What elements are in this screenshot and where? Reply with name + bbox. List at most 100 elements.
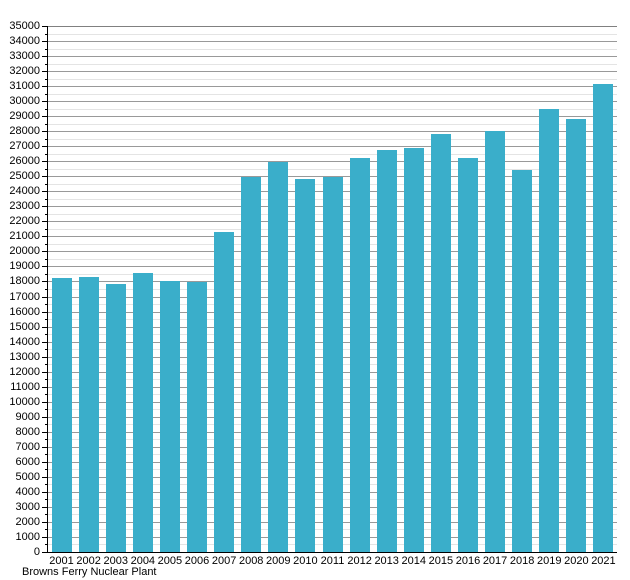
gridline-major [48, 116, 617, 118]
y-tick-major [42, 41, 48, 43]
y-tick-major [42, 461, 48, 463]
y-axis-label: 22000 [9, 215, 40, 228]
y-tick-minor [45, 304, 48, 306]
y-axis-label: 19000 [9, 260, 40, 273]
y-tick-minor [45, 379, 48, 381]
bar-2005 [159, 280, 180, 552]
gridline-minor [48, 63, 617, 65]
chart-footer-label: Browns Ferry Nuclear Plant [22, 566, 157, 578]
bar-2010 [295, 178, 316, 552]
gridline-major [48, 71, 617, 73]
y-axis-label: 28000 [9, 125, 40, 138]
bar-2018 [512, 170, 533, 552]
y-tick-minor [45, 334, 48, 336]
y-tick-major [42, 506, 48, 508]
bar-2020 [566, 119, 587, 552]
gridline-major [48, 56, 617, 58]
y-tick-minor [45, 409, 48, 411]
y-tick-minor [45, 78, 48, 80]
y-tick-minor [45, 273, 48, 275]
x-axis-label: 2001 [49, 555, 74, 567]
y-tick-minor [45, 439, 48, 441]
y-tick-major [42, 281, 48, 283]
y-tick-major [42, 26, 48, 27]
y-tick-major [42, 371, 48, 373]
y-axis-label: 12000 [9, 365, 40, 378]
y-tick-major [42, 101, 48, 103]
y-axis-label: 17000 [9, 290, 40, 303]
x-axis-label: 2009 [266, 555, 291, 567]
x-axis-label: 2018 [509, 555, 535, 567]
bar-2002 [78, 276, 99, 552]
y-tick-major [42, 191, 48, 193]
bar-2015 [430, 134, 451, 552]
x-axis-label: 2004 [130, 555, 156, 567]
gridline-major [48, 101, 617, 103]
y-axis-label: 7000 [15, 440, 40, 453]
y-axis-label: 10000 [9, 395, 40, 408]
y-tick-minor [45, 394, 48, 396]
y-axis-label: 33000 [9, 50, 40, 63]
y-axis-label: 23000 [9, 200, 40, 213]
y-tick-major [42, 386, 48, 388]
y-tick-major [42, 116, 48, 118]
bar-2001 [51, 277, 72, 552]
x-axis-line [47, 552, 617, 553]
y-axis-label: 1000 [15, 530, 40, 543]
x-axis-label: 2011 [320, 555, 345, 567]
y-tick-minor [45, 289, 48, 290]
y-axis-label: 34000 [9, 35, 40, 48]
gridline-major [48, 161, 617, 163]
y-tick-major [42, 71, 48, 73]
gridline-major [48, 146, 617, 148]
bar-2017 [485, 131, 506, 552]
bar-2008 [241, 177, 262, 552]
bar-2014 [403, 148, 424, 552]
y-tick-major [42, 401, 48, 403]
y-tick-major [42, 176, 48, 178]
x-axis-label: 2003 [103, 555, 128, 567]
y-axis-label: 14000 [9, 335, 40, 348]
y-tick-major [42, 431, 48, 433]
y-tick-minor [45, 33, 48, 35]
x-axis-label: 2012 [347, 555, 372, 567]
y-axis-label: 13000 [9, 350, 40, 363]
gridline-major [48, 26, 617, 27]
y-tick-minor [45, 198, 48, 200]
y-axis-label: 20000 [9, 245, 40, 258]
y-tick-major [42, 416, 48, 418]
x-axis-label: 2015 [428, 555, 454, 567]
y-tick-minor [45, 228, 48, 230]
y-tick-major [42, 341, 48, 343]
gridline-major [48, 86, 617, 88]
y-tick-minor [45, 108, 48, 110]
y-axis-label: 6000 [15, 455, 40, 468]
y-tick-major [42, 521, 48, 523]
x-axis-label: 2019 [537, 555, 562, 567]
y-tick-major [42, 446, 48, 448]
y-tick-minor [45, 258, 48, 260]
x-axis-label: 2016 [455, 555, 481, 567]
y-tick-minor [45, 168, 48, 170]
x-axis-label: 2002 [76, 555, 101, 567]
y-axis-label: 2000 [15, 515, 40, 528]
y-tick-minor [45, 183, 48, 185]
y-tick-major [42, 536, 48, 538]
y-tick-minor [45, 364, 48, 366]
y-tick-minor [45, 544, 48, 546]
y-axis-label: 26000 [9, 155, 40, 168]
y-tick-minor [45, 153, 48, 155]
gridline-minor [48, 93, 617, 95]
bar-2019 [539, 108, 560, 552]
x-axis-label: 2007 [211, 555, 237, 567]
y-tick-major [42, 86, 48, 88]
x-axis-label: 2017 [482, 555, 508, 567]
bar-2009 [268, 162, 289, 552]
y-axis-label: 4000 [15, 485, 40, 498]
y-axis-line [47, 26, 48, 553]
y-tick-minor [45, 349, 48, 351]
bar-2004 [132, 273, 153, 552]
y-tick-major [42, 206, 48, 208]
y-tick-minor [45, 454, 48, 456]
